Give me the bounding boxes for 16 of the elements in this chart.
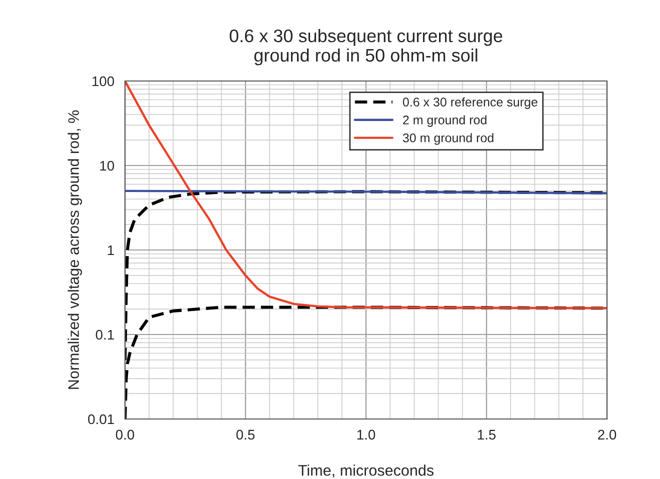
x-tick-label: 1.0 (357, 430, 376, 440)
chart-title: 0.6 x 30 subsequent current surge ground rod in 50 ohm-m soil (230, 29, 502, 66)
y-tick-label: 0.01 (88, 414, 114, 424)
legend-label: 0.6 x 30 reference surge (402, 97, 538, 109)
legend-label: 30 m ground rod (402, 133, 494, 145)
y-tick-label: 0.1 (96, 330, 114, 340)
x-tick-label: 1.5 (478, 430, 496, 440)
x-tick-label: 0.5 (236, 430, 255, 440)
y-axis-title: Normalized voltage across ground rod, % (68, 110, 82, 389)
y-tick-label: 1 (108, 245, 114, 256)
y-tick-label: 10 (100, 160, 114, 171)
legend-label: 2 m ground rod (403, 115, 486, 127)
x-axis-title: Time, microseconds (298, 464, 434, 478)
x-tick-label: 2.0 (598, 430, 616, 440)
y-tick-label: 100 (92, 76, 114, 86)
x-tick-label: 0.0 (116, 430, 134, 440)
